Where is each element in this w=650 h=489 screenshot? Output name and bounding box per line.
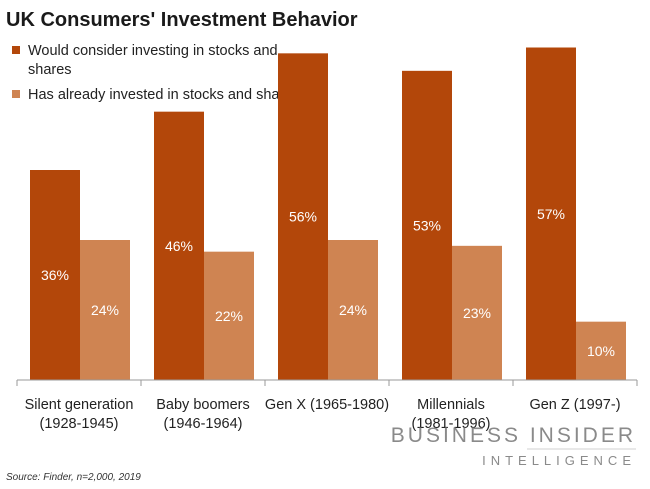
chart-title: UK Consumers' Investment Behavior <box>6 9 358 31</box>
legend-swatch-1 <box>12 90 20 98</box>
brand-line-1: BUSINESS INSIDER <box>391 424 636 447</box>
bar-s0-c4 <box>526 47 576 380</box>
legend: Would consider investing in stocks and sh… <box>12 43 300 103</box>
category-label: Gen X (1965-1980) <box>265 397 389 413</box>
bar-s0-c2 <box>278 53 328 380</box>
bar-s1-c4 <box>576 321 626 380</box>
brand-logo: BUSINESS INSIDER INTELLIGENCE <box>391 424 636 468</box>
bar-s0-c0 <box>30 170 80 380</box>
bar-s1-c1 <box>204 251 254 380</box>
category-label: (1946-1964) <box>164 416 243 432</box>
bar-value-label: 57% <box>537 206 565 222</box>
bar-s0-c1 <box>154 111 204 381</box>
bar-value-label: 10% <box>587 343 615 359</box>
brand-line-2: INTELLIGENCE <box>482 453 636 468</box>
bar-s1-c2 <box>328 240 378 380</box>
category-label: (1928-1945) <box>40 416 119 432</box>
bar-s1-c0 <box>80 240 130 380</box>
bar-value-label: 56% <box>289 209 317 225</box>
category-label: Millennials <box>417 397 485 413</box>
legend-label-1: Has already invested in stocks and share… <box>28 87 300 103</box>
bar-value-label: 24% <box>339 302 367 318</box>
category-label: (1981-1996) <box>412 416 491 432</box>
legend-label-0: shares <box>28 62 72 78</box>
category-label: Gen Z (1997-) <box>529 397 620 413</box>
legend-label-0: Would consider investing in stocks and <box>28 43 278 59</box>
source-note: Source: Finder, n=2,000, 2019 <box>6 472 141 483</box>
category-label: Baby boomers <box>156 397 250 413</box>
bar-s0-c3 <box>402 70 452 380</box>
bar-s1-c3 <box>452 245 502 380</box>
bar-value-label: 22% <box>215 308 243 324</box>
bars: 36% 24% 46% 22% 56% 24% 53% 23% 57% 10% <box>30 47 626 381</box>
bar-value-label: 36% <box>41 267 69 283</box>
x-axis-ticks <box>16 380 638 386</box>
legend-swatch-0 <box>12 46 20 54</box>
bar-value-label: 23% <box>463 305 491 321</box>
bar-value-label: 53% <box>413 217 441 233</box>
bar-value-label: 24% <box>91 302 119 318</box>
category-label: Silent generation <box>25 397 134 413</box>
bar-value-label: 46% <box>165 238 193 254</box>
category-labels: Silent generation (1928-1945) Baby boomers… <box>25 397 621 432</box>
